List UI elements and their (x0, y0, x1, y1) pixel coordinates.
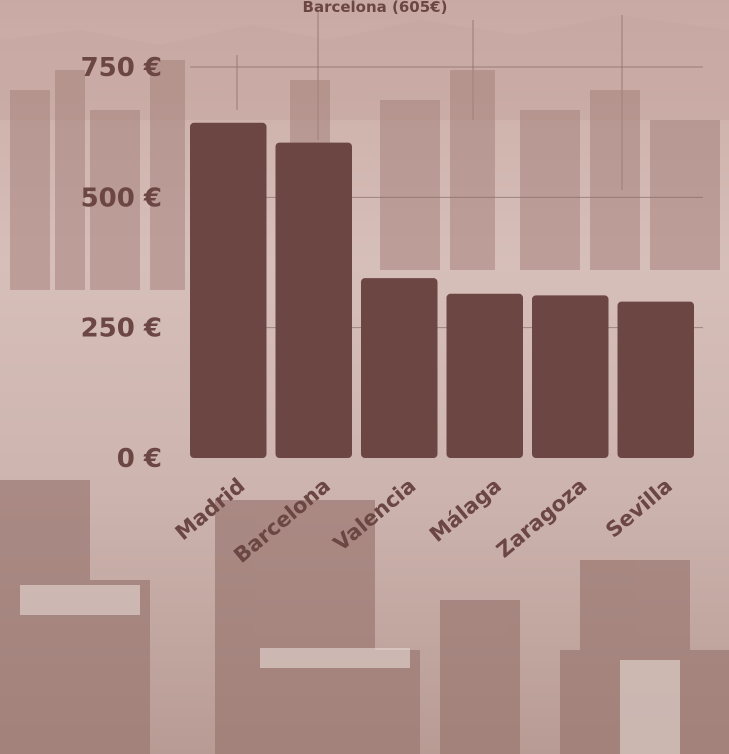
x-tick-label: Madrid (171, 473, 250, 545)
bar-madrid (190, 122, 267, 459)
bar-málaga (446, 293, 523, 458)
bar-zaragoza (532, 295, 609, 458)
y-tick-label: 500 € (81, 183, 162, 213)
y-tick-label: 250 € (81, 314, 162, 344)
top-note: Barcelona (605€) (303, 0, 448, 16)
y-tick-label: 750 € (81, 53, 162, 83)
y-axis: 0 € 250 € 500 € 750 € (81, 53, 162, 474)
x-tick-label: Málaga (425, 473, 506, 546)
bar-valencia (361, 278, 438, 458)
x-tick-label: Zaragoza (492, 473, 592, 562)
bars (190, 122, 694, 459)
y-tick-label: 0 € (117, 444, 162, 474)
x-tick-label: Valencia (329, 473, 421, 555)
x-tick-label: Sevilla (601, 473, 677, 542)
bar-sevilla (617, 301, 694, 458)
bar-barcelona (275, 142, 352, 459)
grid-layer (190, 66, 703, 329)
